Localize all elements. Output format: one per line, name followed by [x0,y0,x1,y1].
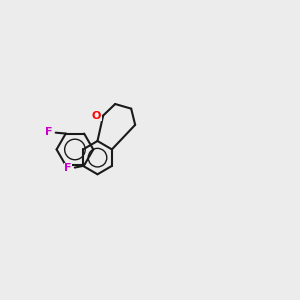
Text: F: F [64,164,72,173]
Text: F: F [46,127,53,137]
Text: O: O [92,111,101,121]
